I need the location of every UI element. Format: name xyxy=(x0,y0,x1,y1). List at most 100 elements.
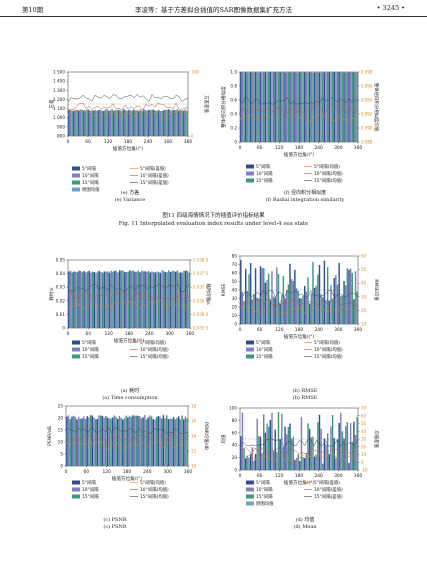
legend-label-e: 5°间隔 xyxy=(82,165,96,172)
bar-d xyxy=(287,426,290,470)
y-tick-label-c: 20 xyxy=(58,416,64,421)
x-tick-label-c: 360 xyxy=(184,469,193,475)
bar-e xyxy=(126,110,128,136)
page-number: • 3245 • xyxy=(376,4,405,12)
bar-e xyxy=(134,110,137,136)
bar-c xyxy=(140,418,143,466)
bar-a xyxy=(142,271,145,328)
caption-c: (c) PSNR (c) PSNR xyxy=(55,517,175,531)
bar-b xyxy=(313,287,316,324)
y-axis-label-a: 耗时/s xyxy=(48,287,55,301)
bar-e xyxy=(181,110,183,136)
bar-a xyxy=(108,272,111,328)
y-tick-label-a: 0.02 xyxy=(56,298,66,303)
caption-a-en: (a) Time consumption xyxy=(102,395,158,401)
legend-label-c: 15°间隔 xyxy=(82,493,99,500)
bar-e xyxy=(109,110,112,136)
bar-c xyxy=(137,415,139,466)
bar-b xyxy=(341,295,344,324)
bar-c xyxy=(71,416,73,466)
y2-axis-label-c: PSNR均值/dB xyxy=(203,422,210,450)
bar-b xyxy=(317,274,319,324)
y-tick-label-a: 0.03 xyxy=(56,285,66,290)
legend-swatch-e xyxy=(72,166,80,171)
x-tick-label-e: 120 xyxy=(104,139,113,145)
legend-swatch-a xyxy=(72,340,80,345)
bar-a xyxy=(118,270,121,328)
x-axis-label-b: 插值方位角/(°) xyxy=(284,333,315,340)
bar-c xyxy=(88,417,90,466)
bar-d xyxy=(245,458,247,470)
legend-swatch-c xyxy=(72,480,80,485)
bar-a xyxy=(178,272,180,328)
bar-a xyxy=(120,270,123,328)
bar-e xyxy=(163,110,165,136)
bar-d xyxy=(341,431,344,470)
bar-f xyxy=(325,72,327,142)
y-tick-label-d: 20 xyxy=(232,455,238,460)
series-line-a xyxy=(67,283,191,293)
y2-tick-label-b: 30 xyxy=(361,294,367,299)
legend-label-e: 10°间隔(差值) xyxy=(140,172,169,179)
bar-a xyxy=(147,271,150,328)
bar-d xyxy=(267,426,270,470)
bar-e xyxy=(96,110,98,136)
page-header: 第10期 李凌等：基于方差拟合插值的SAR图像数据集扩充方法 • 3245 • xyxy=(0,0,427,17)
bar-b xyxy=(249,262,252,324)
bar-f xyxy=(272,72,275,142)
bar-b xyxy=(259,266,262,324)
bar-e xyxy=(143,109,145,136)
bar-e xyxy=(159,110,162,136)
y-axis-label-b: RMSE xyxy=(221,283,227,296)
bar-a xyxy=(162,271,165,328)
bar-f xyxy=(256,72,258,142)
bar-e xyxy=(98,109,100,136)
bar-c xyxy=(152,419,155,466)
bar-c xyxy=(67,415,70,466)
bar-d xyxy=(304,458,306,470)
bar-a xyxy=(93,272,96,328)
bar-c xyxy=(135,415,138,466)
legend-swatch-a xyxy=(72,347,80,352)
x-tick-label-f: 0 xyxy=(239,145,242,151)
legend-label-b: 5°间隔 xyxy=(256,339,270,346)
bar-e xyxy=(166,109,168,136)
bar-e xyxy=(113,110,115,136)
bar-a xyxy=(68,271,70,328)
bar-c xyxy=(84,418,87,466)
x-tick-label-d: 120 xyxy=(275,473,284,479)
bar-d xyxy=(331,414,334,470)
legend-swatch-c xyxy=(72,494,80,499)
bar-d xyxy=(256,418,258,470)
bar-a xyxy=(112,271,114,328)
bar-d xyxy=(307,423,309,470)
x-tick-label-a: 240 xyxy=(145,331,154,337)
legend-label-a: 5°间隔 xyxy=(82,339,96,346)
caption-a: (a) 耗时 (a) Time consumption xyxy=(70,388,190,402)
x-tick-label-e: 180 xyxy=(124,139,133,145)
bar-c xyxy=(79,418,82,466)
x-tick-label-a: 0 xyxy=(67,331,70,337)
bar-b xyxy=(356,291,358,324)
bar-e xyxy=(68,110,70,136)
caption-e-cn: (e) 方差 xyxy=(120,190,140,196)
bar-f xyxy=(318,72,321,142)
y2-tick-label-a: 0.035 5 xyxy=(193,326,209,331)
bar-c xyxy=(150,416,153,466)
y2-tick-label-e: 0 xyxy=(191,134,194,139)
bar-e xyxy=(186,110,188,136)
bar-d xyxy=(348,462,350,470)
bar-a xyxy=(95,272,97,328)
y-tick-label-b: 10 xyxy=(232,313,238,318)
bar-e xyxy=(71,110,73,136)
bar-b xyxy=(287,284,290,324)
x-axis-label-f: 插值方位角/(°) xyxy=(284,151,315,158)
bar-b xyxy=(266,279,268,324)
x-tick-label-c: 60 xyxy=(84,469,90,475)
y-tick-label-b: 0 xyxy=(234,322,237,327)
bar-b xyxy=(243,301,245,324)
bar-b xyxy=(241,291,244,324)
series-line-c xyxy=(65,434,189,442)
bar-d xyxy=(253,460,255,470)
caption-c-en: (c) PSNR xyxy=(103,524,127,530)
